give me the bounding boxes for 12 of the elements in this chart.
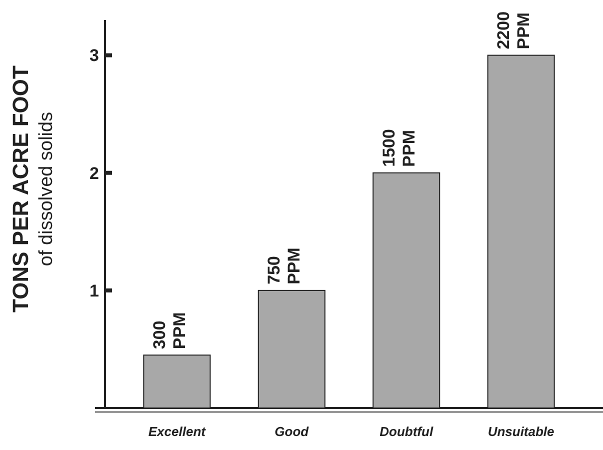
annotation: 750 PPM <box>264 248 304 284</box>
y-tick-label: 2 <box>90 164 99 183</box>
y-axis-title: TONS PER ACRE FOOT of dissolved solids <box>8 64 57 312</box>
x-tick-label: Excellent <box>148 424 206 439</box>
x-tick-label: Doubtful <box>380 424 434 439</box>
annotation: 2200 PPM <box>494 11 534 50</box>
y-tick-label: 1 <box>90 281 99 300</box>
annotation: 1500 PPM <box>379 129 418 167</box>
x-tick-label: Good <box>274 424 310 439</box>
x-tick-label: Unsuitable <box>488 424 554 439</box>
y-tick-label: 3 <box>90 46 99 66</box>
annotation: 300 PPM <box>150 312 189 350</box>
